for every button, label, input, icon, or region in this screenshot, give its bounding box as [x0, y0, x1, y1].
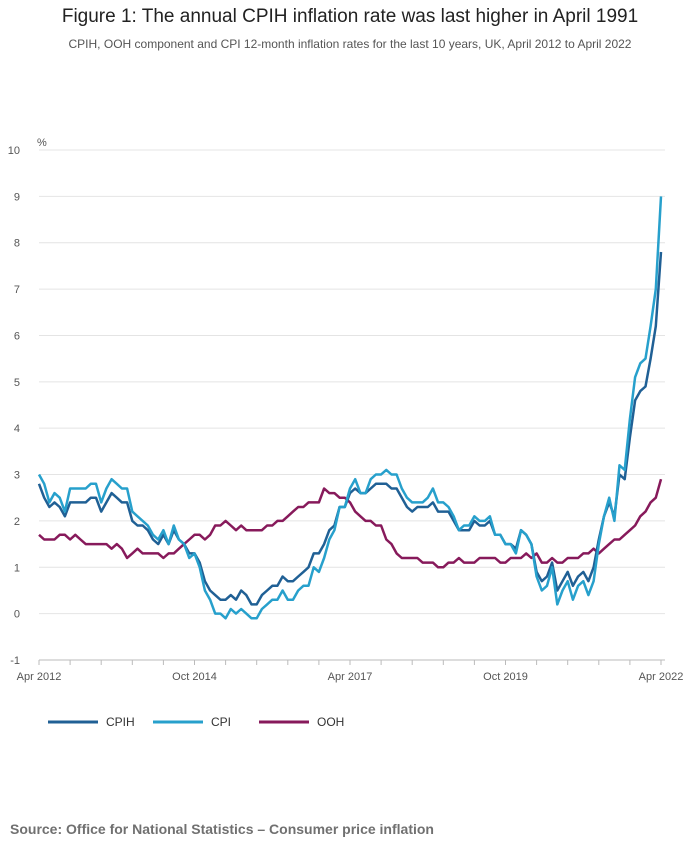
- chart-subtitle: CPIH, OOH component and CPI 12-month inf…: [68, 37, 632, 51]
- y-tick-label: 7: [14, 284, 20, 296]
- y-tick-label: -1: [10, 655, 20, 667]
- y-tick-label: 2: [14, 516, 20, 528]
- series-line-ooh: [38, 478, 663, 569]
- y-tick-label: 6: [14, 330, 20, 342]
- legend-label-ooh: OOH: [317, 715, 344, 729]
- y-tick-label: 8: [14, 238, 20, 250]
- x-tick-label: Oct 2019: [483, 671, 528, 683]
- y-axis-unit: %: [37, 137, 47, 149]
- y-tick-label: 9: [14, 191, 20, 203]
- y-tick-label: 10: [8, 145, 20, 157]
- chart-title: Figure 1: The annual CPIH inflation rate…: [61, 6, 639, 27]
- y-tick-label: 3: [14, 470, 20, 482]
- legend-label-cpih: CPIH: [106, 715, 135, 729]
- x-tick-label: Apr 2012: [17, 671, 62, 683]
- y-tick-label: 1: [14, 562, 20, 574]
- x-tick-label: Apr 2017: [328, 671, 373, 683]
- legend-label-cpi: CPI: [211, 715, 231, 729]
- y-tick-label: 4: [14, 423, 20, 435]
- y-tick-label: 0: [14, 609, 20, 621]
- line-chart: -1 0 1 2 3 4 5 6 7 8 9 10% Apr 2012 Oct 2014 Apr 2017 O…: [8, 137, 684, 729]
- series-line-cpi: [37, 196, 663, 620]
- x-tick-label: Oct 2014: [172, 671, 217, 683]
- y-tick-label: 5: [14, 377, 20, 389]
- source-note: Source: Office for National Statistics –…: [10, 821, 434, 837]
- x-tick-label: Apr 2022: [639, 671, 684, 683]
